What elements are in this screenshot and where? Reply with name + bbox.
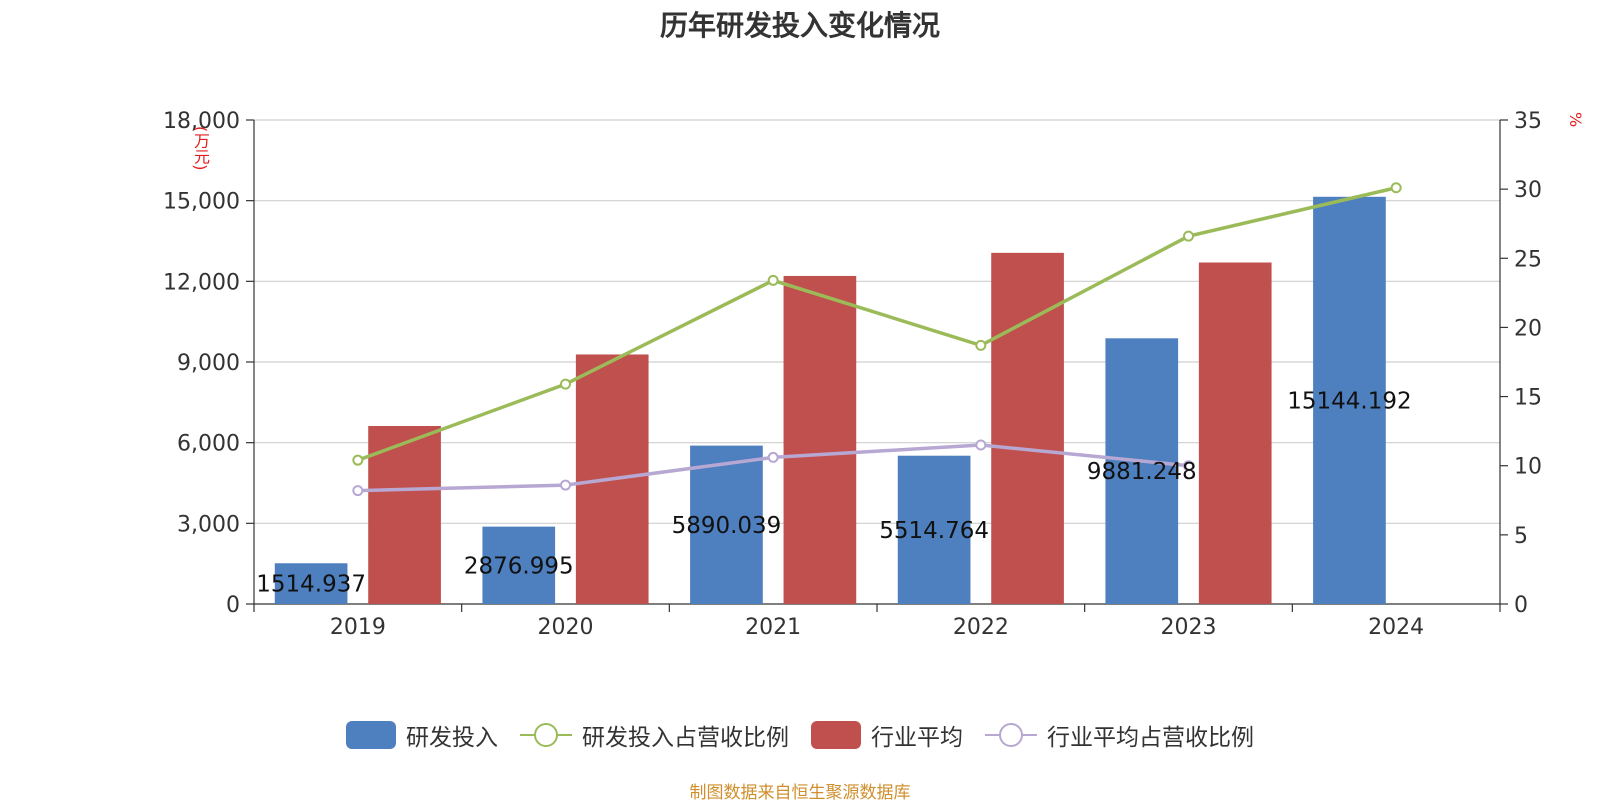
rd-ratio-point [975,339,987,351]
right-axis-unit: % [1566,112,1585,128]
y-right-tick-label: 25 [1514,247,1542,272]
y-right-tick-label: 5 [1514,524,1528,549]
legend-marker [999,723,1023,747]
x-tick-label: 2019 [330,615,386,640]
legend-item-rd-ratio[interactable]: 研发投入占营收比例 [520,718,789,752]
legend-swatch-rd [346,721,396,749]
y-right-tick-label: 35 [1514,109,1542,134]
chart-title: 历年研发投入变化情况 [659,9,940,42]
y-left-tick-label: 6,000 [177,432,240,457]
legend-label-rd-ratio: 研发投入占营收比例 [582,725,789,751]
bar-rd [482,526,556,604]
x-tick-label: 2021 [745,615,801,640]
bar-rd-data-label: 1514.937 [256,572,366,598]
bar-industry [1198,262,1272,604]
rd-ratio-point [767,274,779,286]
y-left-tick-label: 12,000 [163,270,240,295]
bar-rd [1105,338,1179,604]
legend-swatch-industry [811,721,861,749]
bar-rd-data-label: 15144.192 [1287,388,1411,414]
legend-item-industry-ratio[interactable]: 行业平均占营收比例 [985,718,1254,752]
legend-swatch-rd-ratio [520,723,572,747]
y-right-tick-label: 0 [1514,593,1528,618]
bar-rd [1313,196,1386,605]
legend-marker [534,723,558,747]
bar-rd [690,445,763,604]
bar-rd-data-label: 9881.248 [1087,459,1197,485]
bar-rd-data-label: 5890.039 [672,513,782,539]
rd-ratio-point [1390,182,1402,194]
industry-ratio-point [560,479,571,491]
rd-ratio-point [560,378,571,390]
bar-rd-data-label: 5514.764 [879,518,989,544]
legend-swatch-industry-ratio [985,723,1037,747]
legend-label-rd: 研发投入 [406,725,498,751]
industry-ratio-point [767,451,779,463]
industry-ratio-point [975,439,987,451]
x-tick-label: 2020 [538,615,594,640]
bar-industry [368,425,441,604]
rd-ratio-line [357,186,1397,462]
x-tick-label: 2024 [1368,615,1424,640]
x-tick-label: 2023 [1161,615,1217,640]
industry-ratio-point [1183,460,1194,472]
y-right-tick-label: 20 [1514,316,1542,341]
y-right-tick-label: 15 [1514,386,1542,411]
y-left-tick-label: 0 [226,593,240,618]
y-right-tick-label: 10 [1514,455,1542,480]
bar-industry [783,275,857,604]
rd-ratio-point [1183,230,1194,242]
legend-item-rd[interactable]: 研发投入 [346,718,498,752]
bar-rd [274,563,348,604]
legend-item-industry[interactable]: 行业平均 [811,718,963,752]
y-left-tick-label: 9,000 [177,351,240,376]
chart-legend: 研发投入 研发投入占营收比例 行业平均 行业平均占营收比例 [0,718,1600,752]
rd-ratio-point [352,454,364,466]
data-source-note: 制图数据来自恒生聚源数据库 [689,783,911,803]
legend-label-industry: 行业平均 [871,725,963,751]
y-left-tick-label: 15,000 [163,190,240,215]
bar-rd-data-label: 2876.995 [464,553,574,579]
y-left-tick-label: 18,000 [163,109,240,134]
x-tick-label: 2022 [953,615,1009,640]
legend-label-industry-ratio: 行业平均占营收比例 [1047,725,1254,751]
y-left-tick-label: 3,000 [177,512,240,537]
bar-rd [897,455,971,604]
industry-ratio-point [352,485,364,497]
left-axis-unit: (万元) [191,126,210,171]
y-right-tick-label: 30 [1514,178,1542,203]
bar-industry [991,252,1064,604]
